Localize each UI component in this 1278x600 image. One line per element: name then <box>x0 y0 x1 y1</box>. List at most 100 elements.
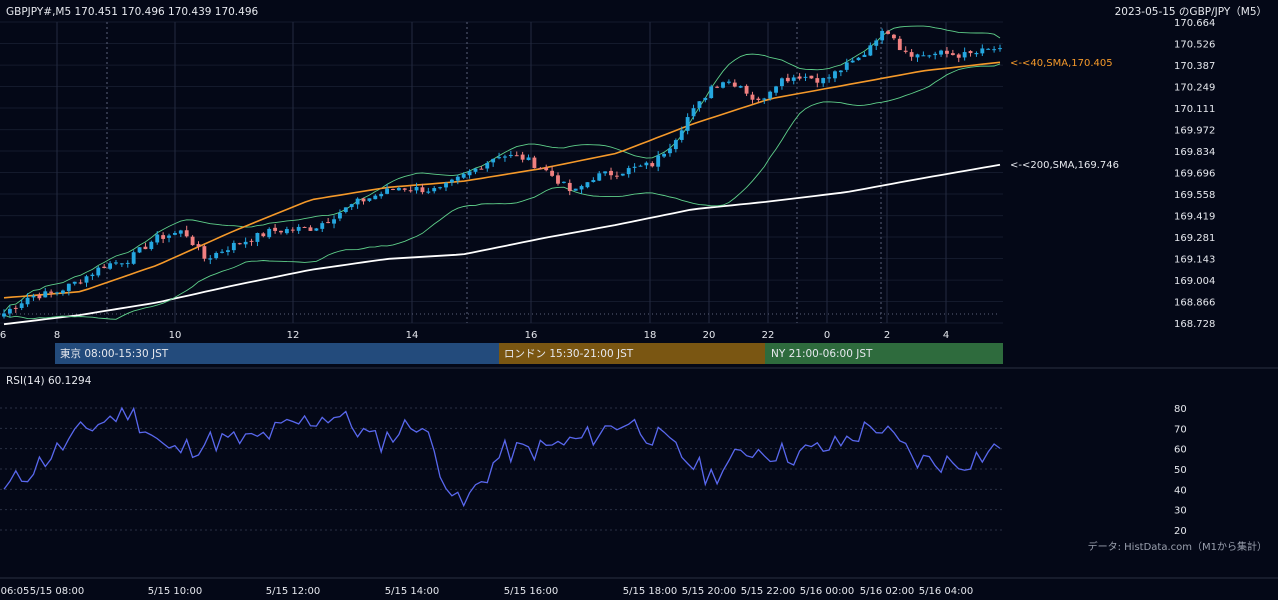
bear-candle <box>886 31 890 34</box>
hour-tick-label: 14 <box>406 330 419 341</box>
bull-candle <box>679 130 684 140</box>
hour-tick-label: 10 <box>169 330 182 341</box>
bear-candle <box>614 175 619 177</box>
bull-candle <box>84 276 89 283</box>
bull-candle <box>738 86 743 88</box>
bollinger-lower <box>3 63 1001 320</box>
bull-candle <box>632 166 637 168</box>
bear-candle <box>544 167 549 171</box>
bull-candle <box>691 108 696 117</box>
bull-candle <box>114 262 118 264</box>
bear-candle <box>308 227 313 231</box>
bear-candle <box>732 82 737 87</box>
bear-candle <box>715 86 720 88</box>
bear-candle <box>190 236 195 246</box>
bull-candle <box>267 228 272 238</box>
bull-candle <box>992 49 997 51</box>
sma200-line <box>3 163 1001 326</box>
time-tick-label: 5/15 22:00 <box>741 586 795 597</box>
bull-candle <box>638 165 643 167</box>
bull-candle <box>939 50 943 55</box>
bull-candle <box>721 82 725 88</box>
bull-candle <box>379 193 384 197</box>
price-tick-label: 170.526 <box>1174 39 1215 50</box>
hour-tick-label: 6 <box>0 330 6 341</box>
bull-candle <box>243 241 248 245</box>
bear-candle <box>290 229 295 231</box>
bull-candle <box>55 292 59 294</box>
bull-candle <box>597 173 602 181</box>
hour-tick-label: 4 <box>943 330 949 341</box>
bull-candle <box>284 229 289 234</box>
bear-candle <box>744 85 749 94</box>
bear-candle <box>520 154 525 160</box>
bear-candle <box>479 168 484 170</box>
bear-candle <box>49 291 54 293</box>
bull-candle <box>915 54 920 58</box>
bull-candle <box>167 235 171 238</box>
bear-candle <box>402 188 407 190</box>
bear-candle <box>196 244 201 247</box>
bull-candle <box>226 250 230 253</box>
bear-candle <box>78 282 83 284</box>
bear-candle <box>261 233 266 237</box>
bull-candle <box>214 252 219 259</box>
rsi-tick-label: 50 <box>1174 465 1187 476</box>
price-tick-label: 169.558 <box>1174 190 1215 201</box>
bull-candle <box>25 297 30 305</box>
bear-candle <box>279 230 283 233</box>
bull-candle <box>585 182 590 188</box>
bear-candle <box>420 187 425 193</box>
bear-candle <box>750 94 755 100</box>
bull-candle <box>320 223 325 229</box>
hour-tick-label: 20 <box>703 330 716 341</box>
bear-candle <box>249 240 254 242</box>
bull-candle <box>455 176 460 181</box>
session-markers <box>0 22 1000 323</box>
bull-candle <box>821 77 826 84</box>
bear-candle <box>556 175 560 184</box>
bull-candle <box>662 153 667 157</box>
bull-candle <box>827 77 832 79</box>
price-tick-label: 168.728 <box>1174 319 1215 330</box>
bull-candle <box>768 91 773 99</box>
bull-candle <box>726 81 731 83</box>
sma40-line-group <box>3 61 1001 299</box>
bull-candle <box>573 188 578 191</box>
bull-candle <box>61 290 65 294</box>
bull-candle <box>591 180 596 183</box>
time-tick-label: 5/16 00:00 <box>800 586 854 597</box>
hour-tick-label: 16 <box>525 330 538 341</box>
bear-candle <box>237 243 242 245</box>
bull-candle <box>255 232 260 242</box>
sma200-label: <-<200,SMA,169.746 <box>1010 160 1119 171</box>
hour-tick-label: 22 <box>762 330 775 341</box>
bull-candle <box>856 57 861 61</box>
bull-candle <box>343 207 348 212</box>
bull-candle <box>314 228 319 231</box>
bull-candle <box>449 179 454 183</box>
bull-candle <box>980 48 985 54</box>
bull-candle <box>644 162 649 166</box>
bull-candle <box>685 117 690 131</box>
price-tick-label: 170.111 <box>1174 104 1215 115</box>
bear-candle <box>815 78 820 83</box>
bull-candle <box>367 198 372 201</box>
bear-candle <box>956 54 961 58</box>
bear-candle <box>903 50 908 52</box>
session-bar-ny <box>765 343 1003 364</box>
time-axis: 06:05 5/15 08:00 5/15 10:00 5/15 12:00 5/15 … <box>1 586 974 597</box>
price-tick-label: 169.281 <box>1174 233 1215 244</box>
bear-candle <box>567 182 572 192</box>
bull-candle <box>697 101 702 108</box>
bull-candle <box>703 97 708 101</box>
bull-candle <box>762 98 767 100</box>
bull-candle <box>485 163 490 169</box>
sma40-line <box>3 61 1001 299</box>
bull-candle <box>561 181 566 183</box>
rsi-tick-label: 60 <box>1174 445 1187 456</box>
bull-candle <box>620 173 625 176</box>
bear-candle <box>408 190 413 192</box>
bear-candle <box>361 198 366 202</box>
bull-candle <box>626 168 631 175</box>
